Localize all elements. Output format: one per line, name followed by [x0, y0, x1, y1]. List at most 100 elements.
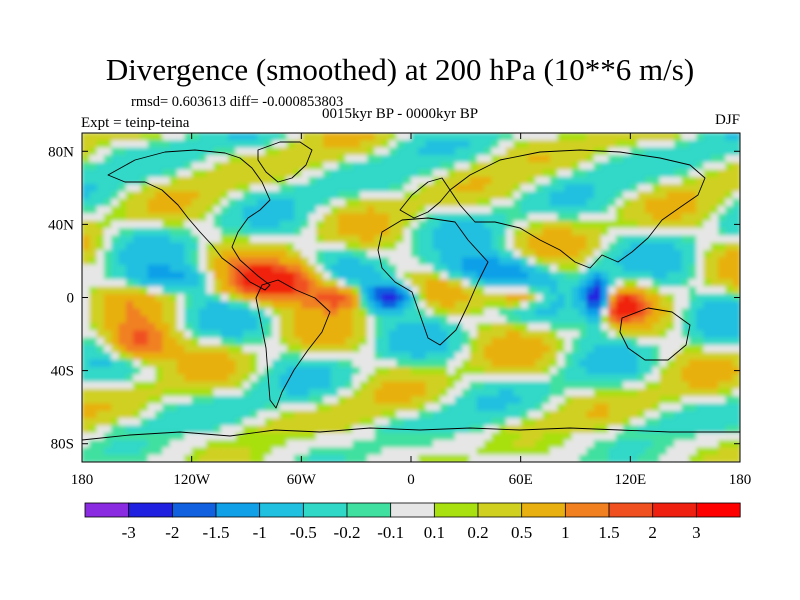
- field-cell: [177, 213, 185, 222]
- field-cell: [637, 249, 646, 258]
- field-cell: [235, 418, 244, 427]
- field-cell: [118, 388, 127, 397]
- field-cell: [286, 249, 295, 258]
- field-cell: [623, 154, 631, 163]
- field-cell: [206, 133, 215, 141]
- field-cell: [542, 213, 551, 222]
- field-cell: [264, 191, 273, 200]
- field-cell: [623, 381, 631, 390]
- field-cell: [542, 264, 551, 273]
- field-cell: [491, 410, 500, 419]
- field-cell: [462, 154, 471, 163]
- field-cell: [447, 337, 456, 346]
- field-cell: [206, 140, 215, 149]
- field-cell: [411, 249, 419, 258]
- field-cell: [506, 220, 514, 229]
- field-cell: [644, 286, 653, 295]
- field-cell: [191, 352, 200, 361]
- field-cell: [491, 228, 500, 236]
- field-cell: [593, 359, 602, 368]
- field-cell: [535, 410, 544, 419]
- field-cell: [549, 366, 558, 375]
- field-cell: [637, 264, 646, 273]
- field-cell: [440, 154, 449, 163]
- field-cell: [513, 425, 522, 434]
- field-cell: [454, 330, 463, 339]
- field-cell: [133, 352, 142, 361]
- field-cell: [228, 133, 237, 141]
- field-cell: [213, 301, 222, 310]
- field-cell: [242, 366, 251, 375]
- field-cell: [352, 374, 361, 383]
- field-cell: [498, 323, 507, 331]
- field-cell: [432, 337, 441, 346]
- field-cell: [294, 228, 302, 236]
- field-cell: [396, 154, 405, 163]
- field-cell: [359, 432, 368, 441]
- field-cell: [330, 242, 339, 251]
- field-cell: [191, 147, 200, 156]
- field-cell: [710, 315, 719, 324]
- field-cell: [308, 359, 317, 368]
- field-cell: [601, 154, 609, 163]
- field-cell: [469, 228, 478, 236]
- field-cell: [666, 198, 675, 207]
- field-cell: [374, 410, 383, 419]
- field-cell: [637, 388, 646, 397]
- field-cell: [374, 381, 383, 390]
- field-cell: [337, 154, 346, 163]
- field-cell: [206, 359, 215, 368]
- field-cell: [593, 440, 602, 448]
- field-cell: [381, 454, 390, 462]
- field-cell: [96, 381, 105, 390]
- field-cell: [725, 249, 734, 258]
- field-cell: [125, 191, 134, 200]
- field-cell: [118, 425, 127, 434]
- field-cell: [235, 169, 244, 178]
- field-cell: [89, 425, 98, 434]
- field-cell: [586, 249, 595, 258]
- field-cell: [696, 352, 705, 361]
- field-cell: [111, 323, 120, 331]
- field-cell: [308, 388, 317, 397]
- field-cell: [213, 257, 222, 266]
- field-cell: [337, 220, 346, 229]
- field-cell: [688, 447, 697, 456]
- field-cell: [315, 235, 324, 244]
- field-cell: [425, 235, 434, 244]
- field-cell: [579, 366, 588, 375]
- field-cell: [659, 323, 668, 331]
- field-cell: [725, 286, 734, 295]
- field-cell: [462, 396, 471, 405]
- field-cell: [725, 279, 734, 288]
- field-cell: [498, 220, 507, 229]
- y-tick-label: 80S: [51, 437, 74, 453]
- field-cell: [732, 235, 740, 244]
- field-cell: [345, 308, 354, 317]
- field-cell: [411, 359, 419, 368]
- field-cell: [228, 418, 237, 427]
- field-cell: [206, 154, 215, 163]
- field-cell: [184, 140, 193, 149]
- field-cell: [103, 198, 112, 207]
- field-cell: [425, 154, 434, 163]
- field-cell: [96, 140, 105, 149]
- field-cell: [411, 191, 419, 200]
- field-cell: [681, 279, 690, 288]
- field-cell: [418, 162, 427, 171]
- field-cell: [140, 184, 149, 193]
- field-cell: [440, 447, 449, 456]
- field-cell: [623, 184, 631, 193]
- field-cell: [564, 140, 573, 149]
- field-cell: [520, 323, 529, 331]
- field-cell: [476, 191, 485, 200]
- field-cell: [257, 271, 266, 280]
- field-cell: [681, 323, 690, 331]
- field-cell: [308, 286, 317, 295]
- field-cell: [549, 308, 558, 317]
- field-cell: [506, 264, 514, 273]
- field-cell: [571, 286, 580, 295]
- field-cell: [564, 213, 573, 222]
- field-cell: [103, 162, 112, 171]
- field-cell: [411, 345, 419, 353]
